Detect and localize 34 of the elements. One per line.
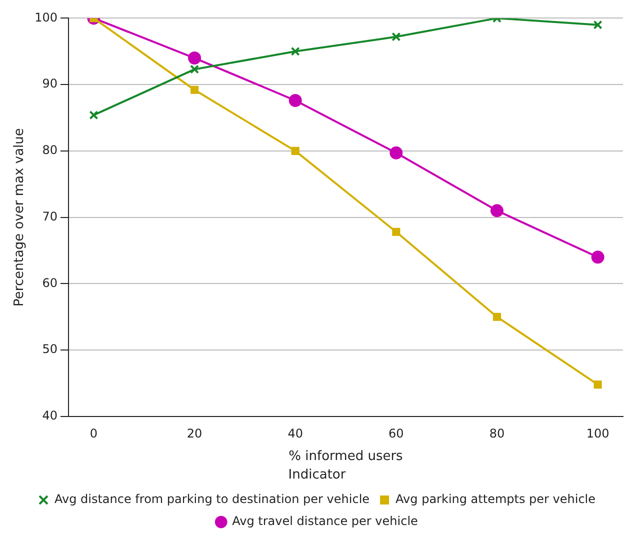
y-tick-label: 80 — [42, 143, 58, 158]
y-tick-label: 40 — [42, 408, 58, 423]
legend-label: Avg distance from parking to destination per vehicle — [54, 492, 370, 506]
point — [490, 204, 504, 218]
point — [190, 64, 200, 74]
point — [593, 20, 602, 30]
y-tick-label: 50 — [42, 342, 58, 356]
point — [190, 86, 199, 94]
point — [594, 380, 602, 389]
x-tick-label: 60 — [388, 426, 404, 441]
x-tick-label: 0 — [90, 426, 98, 441]
point — [89, 110, 98, 120]
x-tick-label: 40 — [288, 426, 303, 441]
point — [591, 250, 604, 264]
point — [288, 94, 302, 107]
y-axis-title: Percentage over max value — [12, 128, 28, 306]
point — [290, 46, 300, 56]
x-axis-title: % informed users — [288, 448, 404, 464]
y-tick-label: 60 — [42, 276, 58, 290]
x-tick-label: 100 — [586, 426, 610, 441]
point — [392, 32, 401, 42]
y-tick-label: 100 — [34, 10, 58, 24]
x-tick-label: 20 — [186, 426, 202, 441]
legend-label: Avg parking attempts per vehicle — [396, 492, 596, 506]
y-tick-label: 90 — [42, 76, 58, 91]
point — [291, 146, 300, 155]
y-tick-label: 70 — [42, 209, 58, 224]
point — [188, 52, 202, 65]
point — [392, 228, 400, 236]
point — [390, 146, 403, 160]
point — [492, 312, 502, 321]
legend-label: Avg travel distance per vehicle — [232, 514, 418, 528]
legend-title: Indicator — [288, 467, 346, 482]
x-tick-label: 80 — [489, 426, 505, 441]
